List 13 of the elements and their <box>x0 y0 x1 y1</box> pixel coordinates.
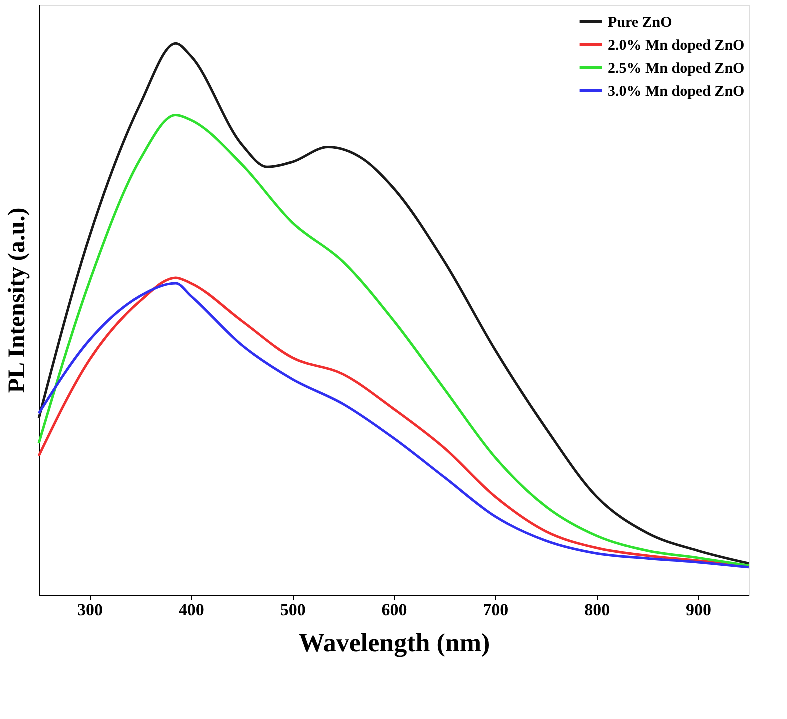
x-tick-label: 500 <box>280 600 306 620</box>
x-axis-title: Wavelength (nm) <box>298 628 490 658</box>
x-tick-label: 300 <box>77 600 103 620</box>
legend-label: 3.0% Mn doped ZnO <box>608 84 745 100</box>
legend-label: 2.0% Mn doped ZnO <box>608 38 745 54</box>
y-axis-title: PL Intensity (a.u.) <box>4 208 30 394</box>
x-tick-label: 600 <box>382 600 408 620</box>
x-tick-label: 900 <box>686 600 712 620</box>
x-tick-label: 800 <box>584 600 610 620</box>
x-tick-label: 400 <box>178 600 204 620</box>
legend-label: 2.5% Mn doped ZnO <box>608 61 745 77</box>
legend-label: Pure ZnO <box>608 15 672 31</box>
x-tick-label: 700 <box>483 600 509 620</box>
